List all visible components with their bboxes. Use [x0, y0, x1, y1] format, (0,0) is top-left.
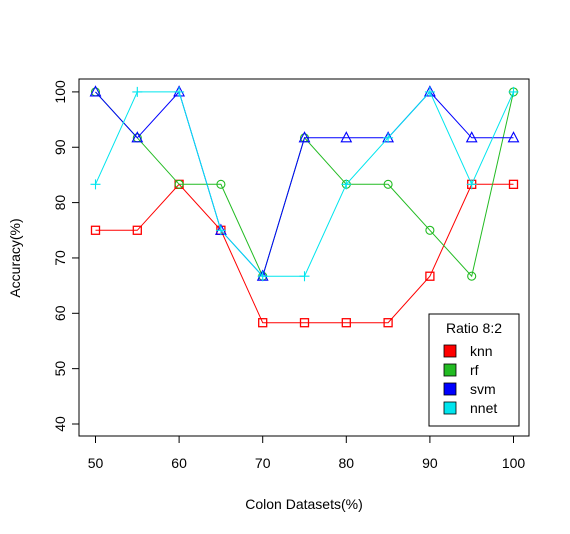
legend-label-knn: knn: [470, 343, 493, 359]
x-tick-label: 100: [502, 455, 526, 471]
data-point-nnet: [299, 271, 310, 282]
data-point-svm: [465, 131, 478, 143]
data-point-nnet: [132, 86, 143, 97]
data-point-rf: [425, 225, 435, 235]
x-tick-label: 70: [255, 455, 271, 471]
data-point-nnet: [341, 179, 352, 190]
y-axis-label: Accuracy(%): [7, 218, 23, 297]
data-point-nnet: [257, 271, 268, 282]
y-tick-label: 100: [52, 80, 68, 104]
data-point-knn: [508, 179, 519, 189]
x-tick-label: 50: [88, 455, 104, 471]
data-point-svm: [507, 131, 520, 143]
legend-swatch-knn: [443, 344, 457, 358]
series-line-rf: [95, 91, 514, 278]
series-rf: [90, 87, 519, 281]
data-point-nnet: [466, 179, 477, 190]
data-point-knn: [90, 225, 101, 235]
data-point-knn: [383, 318, 393, 328]
y-tick-label: 50: [52, 361, 68, 377]
data-point-rf: [216, 179, 226, 189]
data-point-nnet: [174, 86, 185, 97]
x-tick-label: 60: [171, 455, 187, 471]
data-point-knn: [299, 318, 310, 328]
legend-swatch-svm: [443, 382, 457, 396]
data-point-knn: [258, 318, 268, 328]
legend-swatch-nnet: [443, 401, 457, 415]
series-nnet: [90, 86, 519, 282]
legend-swatch-rf: [443, 363, 457, 377]
series-knn: [90, 179, 519, 328]
x-tick-label: 90: [422, 455, 438, 471]
y-tick-label: 60: [52, 305, 68, 321]
data-point-svm: [131, 131, 144, 143]
y-tick-label: 80: [52, 195, 68, 211]
series-layer: [89, 85, 520, 328]
data-point-nnet: [424, 86, 435, 97]
data-point-nnet: [90, 179, 101, 190]
data-point-svm: [298, 131, 311, 143]
data-point-knn: [132, 225, 142, 235]
data-point-nnet: [508, 86, 519, 97]
x-axis-label: Colon Datasets(%): [245, 496, 363, 512]
series-line-svm: [95, 90, 514, 278]
legend-label-nnet: nnet: [470, 400, 497, 416]
y-tick-label: 70: [52, 250, 68, 266]
data-point-svm: [340, 131, 353, 143]
series-svm: [89, 85, 520, 281]
legend: Ratio 8:2 knn rf svm nnet: [428, 313, 520, 427]
data-point-rf: [383, 179, 393, 189]
axes: 50 60 70 80 90 100 40 50 60 70 80 90 100: [52, 80, 525, 471]
data-point-knn: [341, 318, 351, 328]
data-point-svm: [89, 85, 102, 97]
legend-title: Ratio 8:2: [446, 320, 502, 336]
data-point-nnet: [215, 225, 226, 236]
data-point-rf: [174, 179, 184, 189]
y-tick-label: 90: [52, 139, 68, 155]
y-tick-label: 40: [52, 416, 68, 432]
x-tick-label: 80: [339, 455, 355, 471]
data-point-nnet: [383, 132, 394, 143]
legend-label-svm: svm: [470, 381, 496, 397]
legend-label-rf: rf: [470, 362, 479, 378]
series-line-nnet: [95, 91, 514, 277]
data-point-rf: [467, 271, 477, 281]
data-point-knn: [425, 271, 435, 281]
